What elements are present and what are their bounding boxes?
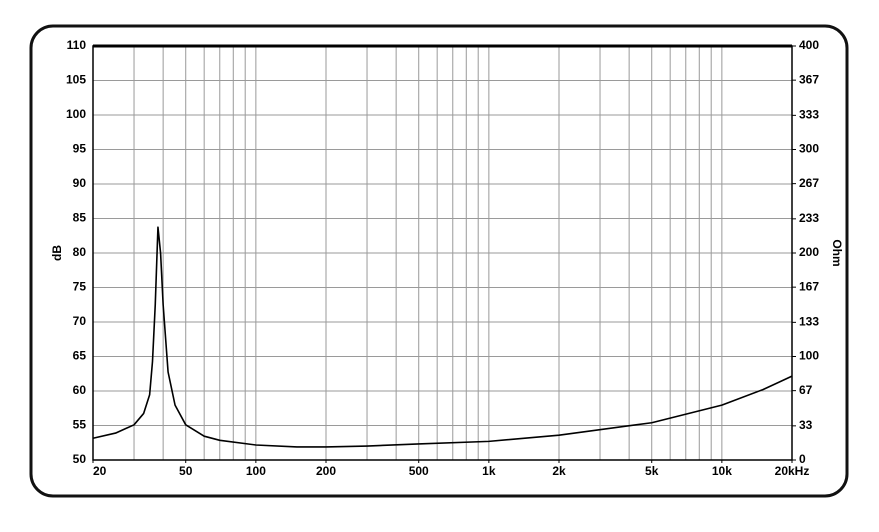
y-tick-label: 95: [73, 142, 87, 156]
y-tick-label: 110: [67, 38, 87, 52]
y2-tick-label: 300: [799, 142, 819, 156]
y-tick-label: 50: [73, 452, 87, 466]
y2-tick-label: 100: [799, 349, 819, 363]
y2-tick-label: 233: [799, 211, 819, 225]
y2-axis-label: Ohm: [830, 239, 844, 266]
y-tick-label: 100: [66, 107, 86, 121]
y-tick-label: 105: [66, 73, 86, 87]
y2-tick-label: 167: [799, 279, 819, 293]
x-tick-label: 10k: [712, 464, 732, 478]
y-axis-label: dB: [50, 245, 64, 261]
y2-tick-label: 200: [799, 245, 819, 259]
x-tick-label: 20: [93, 464, 107, 478]
y2-tick-label: 133: [799, 315, 819, 329]
y-tick-label: 70: [73, 314, 87, 328]
y-tick-label: 80: [73, 245, 87, 259]
y2-tick-label: 0: [799, 452, 806, 466]
y2-tick-label: 267: [799, 176, 819, 190]
y2-tick-label: 400: [799, 38, 819, 52]
y2-tick-label: 367: [799, 72, 819, 86]
x-tick-label: 100: [246, 464, 266, 478]
y-tick-label: 65: [73, 349, 87, 363]
x-tick-label: 500: [409, 464, 429, 478]
x-tick-label: 2k: [552, 464, 566, 478]
x-tick-label: 5k: [645, 464, 659, 478]
y2-tick-label: 67: [799, 383, 813, 397]
y2-tick-label: 333: [799, 108, 819, 122]
x-tick-label: 50: [179, 464, 193, 478]
y-tick-label: 55: [73, 418, 87, 432]
impedance-line: [92, 226, 793, 448]
y2-tick-label: 33: [799, 418, 813, 432]
y-tick-label: 85: [73, 211, 87, 225]
y-tick-label: 90: [73, 176, 87, 190]
x-tick-label: 20kHz: [775, 464, 810, 478]
frame: [29, 24, 849, 498]
x-tick-label: 200: [316, 464, 336, 478]
y-tick-label: 60: [73, 383, 87, 397]
x-tick-label: 1k: [482, 464, 496, 478]
y-tick-label: 75: [73, 280, 87, 294]
